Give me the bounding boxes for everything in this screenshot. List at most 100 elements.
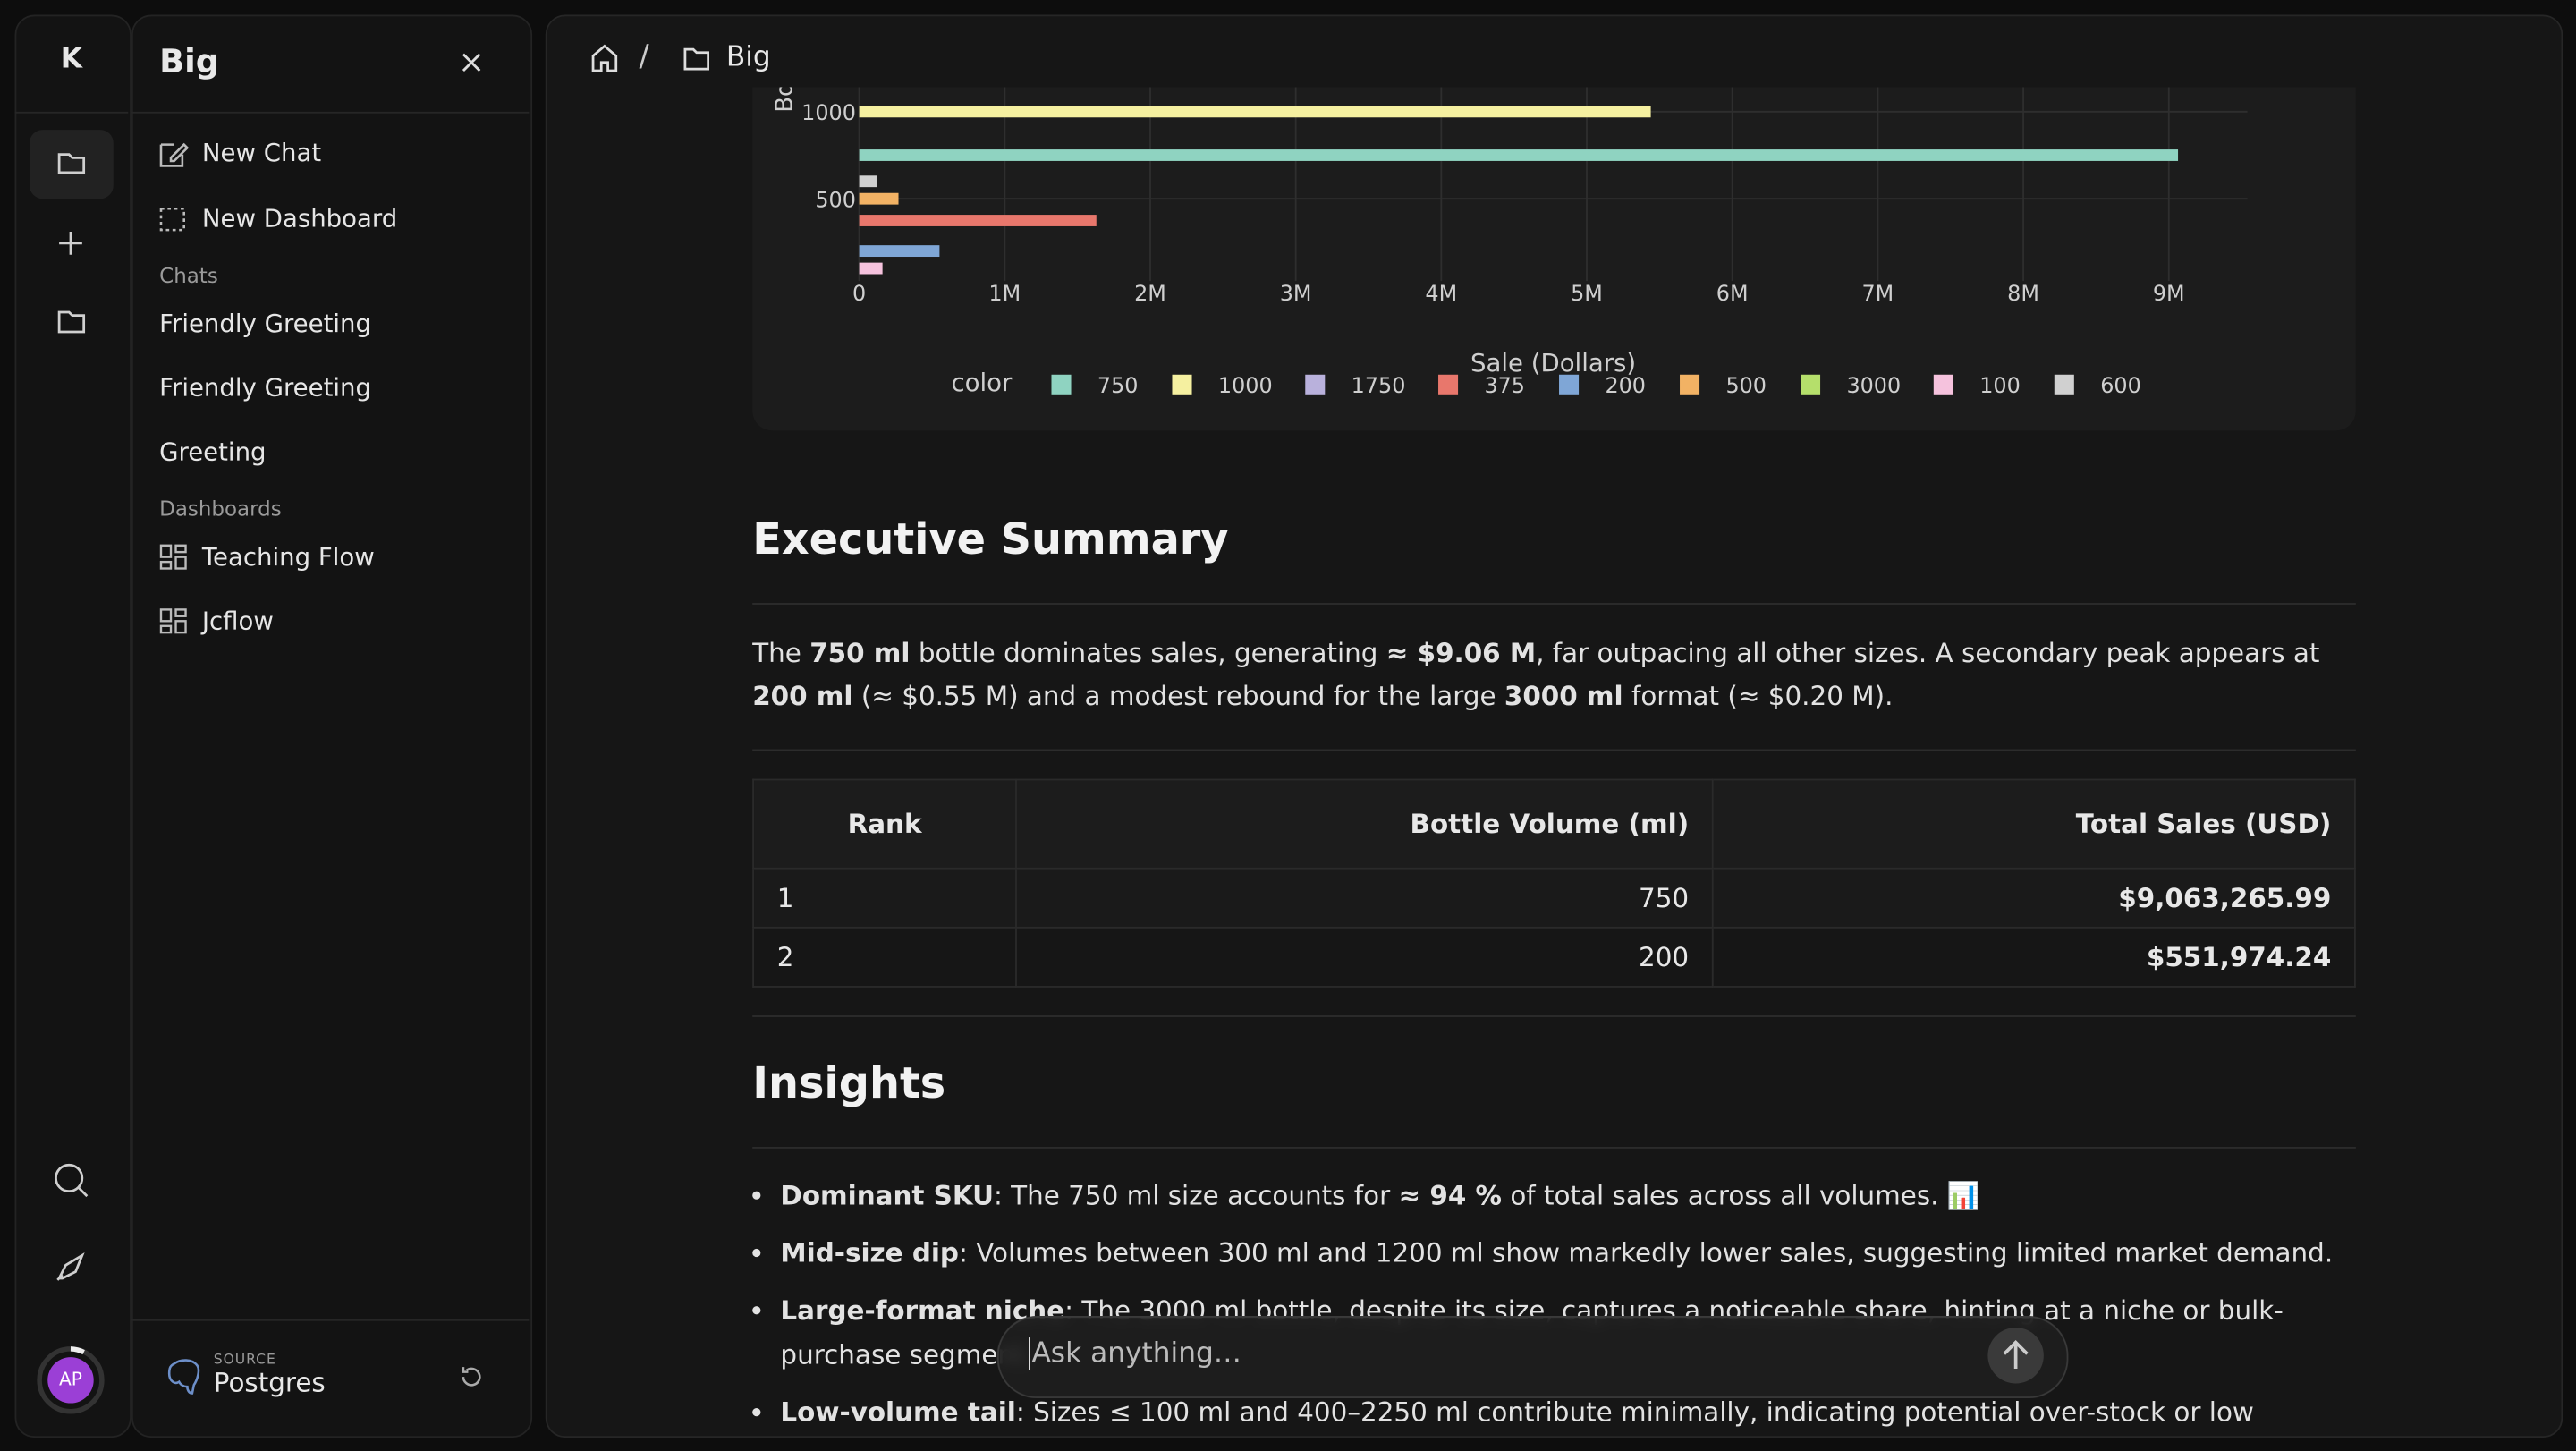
y-tick-label: 1000 [801,100,856,125]
folder-icon[interactable] [57,310,86,334]
x-tick-label: 9M [2153,281,2185,306]
chat-input[interactable] [996,1316,2069,1399]
legend-label: 100 [1979,373,2021,398]
bar [859,175,877,188]
bar [859,149,2179,161]
avatar[interactable] [47,1357,94,1404]
table-cell: $551,974.24 [1711,926,2356,988]
plus-icon[interactable] [59,231,82,255]
legend-swatch [1172,374,1192,395]
text-run: The [752,637,810,669]
legend-label: 1000 [1218,373,1273,398]
action-icons [159,142,190,232]
summary-paragraph: The 750 ml bottle dominates sales, gener… [752,632,2329,718]
dashboard-item[interactable]: Teaching Flow [201,542,375,573]
avatar-initials: AP [58,1368,82,1390]
logo[interactable]: K [60,42,83,76]
insight: Mid-size dip: Volumes between 300 ml and… [780,1231,2384,1276]
rail-icons [37,153,105,1414]
bar [859,192,899,205]
results-table: Rank Bottle Volume (ml) Total Sales (USD) … [752,778,2356,988]
table-cell: 200 [1015,926,1714,988]
legend-swatch [1438,374,1459,395]
insight: Dominant SKU: The 750 ml size accounts f… [780,1173,2384,1218]
y-tick-label: 500 [815,187,856,212]
home-icon[interactable] [591,44,618,72]
legend-swatch [1305,374,1326,395]
x-tick-label: 3M [1280,281,1312,306]
new-dashboard[interactable]: New Dashboard [201,203,398,233]
bar [859,245,940,258]
breadcrumb-item[interactable]: Big [725,40,771,74]
divider [752,1015,2356,1017]
legend-label: 500 [1725,373,1767,398]
input-placeholder[interactable]: Ask anything… [1028,1337,1241,1370]
text-run: bottle dominates sales, generating [910,637,1386,669]
bold-text: ≈ $9.06 M [1385,637,1537,669]
content: 01M2M3M4M5M6M7M8M9M500100015002000250030… [547,16,2562,1436]
new-chat[interactable]: New Chat [201,138,322,168]
chat-item[interactable]: Friendly Greeting [159,309,371,339]
bold-text: 3000 ml [1504,680,1623,712]
breadcrumb-separator: / [639,39,649,74]
bold-text: Low-volume tail [780,1396,1016,1429]
rail-selected[interactable] [30,130,114,199]
table-header: Bottle Volume (ml) [1015,778,1714,870]
rail [14,14,131,1438]
bar [859,106,1651,118]
chat-item[interactable]: Friendly Greeting [159,372,371,403]
bold-text: ≈ 94 % [1398,1179,1502,1211]
bold-text: Dominant SKU [780,1179,994,1211]
legend-swatch [1559,374,1580,395]
send-button[interactable] [1987,1326,2046,1385]
bold-text: 200 ml [752,680,853,712]
text-run: : Volumes between 300 ml and 1200 ml sho… [958,1237,2334,1269]
divider [131,111,530,114]
dashboard-icons [159,544,187,634]
folder-open-icon[interactable] [57,153,86,174]
source-label: SOURCE [213,1352,276,1369]
text-run: (≈ $0.55 M) and a modest rebound for the… [852,680,1504,712]
insight: Low-volume tail: Sizes ≤ 100 ml and 400–… [780,1390,2384,1435]
table-cell: 2 [752,926,1017,988]
divider [131,1319,530,1321]
breadcrumb-icons [591,44,709,72]
bar [859,262,883,275]
close-icon[interactable] [457,47,487,77]
legend-label: 375 [1484,373,1525,398]
divider [752,603,2356,605]
text-run: : Sizes ≤ 100 ml and 400–2250 ml contrib… [1015,1396,2254,1429]
bar [859,215,1097,226]
table-cell: $9,063,265.99 [1711,867,2356,929]
folder-icon [683,47,709,71]
text-run: of total sales across all volumes. 📊 [1501,1179,1980,1211]
section-heading: Executive Summary [752,515,1229,565]
chat-item[interactable]: Greeting [159,437,267,467]
text-run: format (≈ $0.20 M). [1623,680,1894,712]
legend-label: 200 [1605,373,1646,398]
x-tick-label: 8M [2007,281,2039,306]
section-label: Dashboards [159,496,282,522]
sidebar-title: Big [159,40,220,81]
legend-label: 750 [1097,373,1139,398]
header-bar [547,16,2562,88]
x-tick-label: 4M [1425,281,1457,306]
chart: 01M2M3M4M5M6M7M8M9M500100015002000250030… [752,87,2356,431]
sidebar [131,14,533,1438]
bold-text: Mid-size dip [780,1237,959,1269]
legend-swatch [1680,374,1700,395]
source-name[interactable]: Postgres [213,1367,326,1399]
dashboard-item[interactable]: Jcflow [201,606,274,636]
section-heading: Insights [752,1059,946,1109]
text-run: : The 750 ml size accounts for [993,1179,1399,1211]
refresh-icon[interactable] [457,1362,487,1392]
legend-swatch [1051,374,1072,395]
legend-label: 1750 [1352,373,1406,398]
x-tick-label: 1M [988,281,1021,306]
rocket-icon[interactable] [56,1252,85,1281]
bold-text: 750 ml [809,637,911,669]
section-label: Chats [159,262,218,288]
table-cell: 1 [752,867,1017,929]
search-icon[interactable] [55,1163,84,1192]
legend-label: 3000 [1846,373,1901,398]
